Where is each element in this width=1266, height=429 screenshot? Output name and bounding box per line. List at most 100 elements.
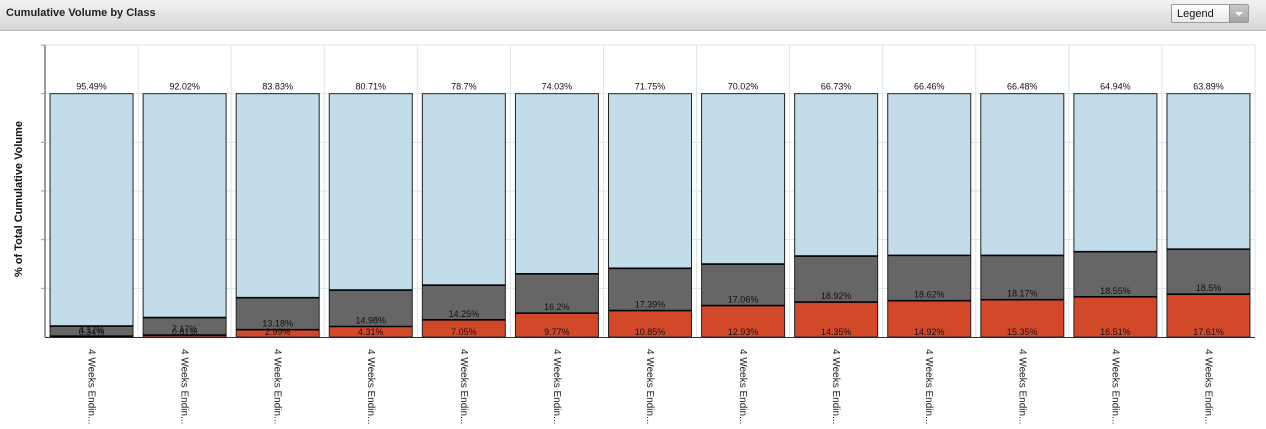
data-label-top: 70.02% <box>728 82 759 92</box>
bar-segment-top <box>236 93 320 298</box>
data-label-bottom: 14.35% <box>821 327 852 337</box>
bar-segment-bottom <box>980 299 1064 337</box>
bar-segment-middle <box>701 264 785 306</box>
data-label-top: 80.71% <box>356 82 387 92</box>
bar-segment-bottom <box>143 335 227 337</box>
data-label-middle: 18.55% <box>1100 286 1131 296</box>
bar-segment-middle <box>980 255 1064 300</box>
x-tick-label: 4 Weeks Endin... <box>644 349 655 424</box>
data-label-bottom: 16.51% <box>1100 327 1131 337</box>
x-tick-label: 4 Weeks Endin... <box>737 349 748 424</box>
data-label-bottom: 4.31% <box>358 327 384 337</box>
bar-segment-bottom <box>515 313 599 337</box>
bar-segment-top <box>887 93 971 256</box>
bar-outline <box>514 93 599 338</box>
legend-dropdown[interactable]: Legend <box>1171 4 1249 23</box>
data-label-bottom: 2.99% <box>265 327 291 337</box>
bar-segment-bottom <box>422 319 506 337</box>
bar-segment-middle <box>329 290 413 327</box>
bar-segment-middle <box>515 273 599 314</box>
x-tick-label: 4 Weeks Endin... <box>1016 349 1027 424</box>
bar-outline <box>887 93 972 338</box>
bar-segment-middle <box>143 317 227 336</box>
bar-segment-top <box>608 93 692 269</box>
bar-segment-bottom <box>1166 294 1250 337</box>
y-axis-title: % of Total Cumulative Volume <box>13 121 25 277</box>
bar-segment-top <box>1073 93 1157 252</box>
bar-segment-bottom <box>608 310 692 337</box>
data-label-middle: 7.17% <box>172 324 198 334</box>
data-label-middle: 18.92% <box>821 291 852 301</box>
bar-segment-bottom <box>1073 296 1157 337</box>
legend-dropdown-label: Legend <box>1177 8 1214 20</box>
bar-segment-middle <box>794 256 878 303</box>
data-label-middle: 13.18% <box>262 319 293 329</box>
panel-title: Cumulative Volume by Class <box>6 7 156 19</box>
bar-segment-top <box>50 93 134 327</box>
bar-segment-top <box>794 93 878 257</box>
bar-segment-middle <box>887 255 971 301</box>
data-label-middle: 16.2% <box>544 302 570 312</box>
bar-outline <box>980 93 1065 338</box>
bar-segment-top <box>515 93 599 274</box>
data-label-top: 83.83% <box>262 82 293 92</box>
data-label-top: 64.94% <box>1100 82 1131 92</box>
data-label-bottom: 15.35% <box>1007 327 1038 337</box>
bar-segment-middle <box>50 326 134 337</box>
bar-segment-top <box>329 93 413 291</box>
x-tick-label: 4 Weeks Endin... <box>1109 349 1120 424</box>
data-label-bottom: 7.05% <box>451 327 477 337</box>
x-tick-label: 4 Weeks Endin... <box>830 349 841 424</box>
bar-segment-middle <box>422 285 506 320</box>
data-label-middle: 4.17% <box>79 325 105 335</box>
bar-outline <box>608 93 692 338</box>
data-label-top: 66.46% <box>914 82 945 92</box>
data-label-bottom: 0.81% <box>172 327 198 337</box>
data-label-top: 78.7% <box>451 82 477 92</box>
data-label-middle: 18.62% <box>914 290 945 300</box>
bar-segment-top <box>1166 93 1250 250</box>
data-label-middle: 14.98% <box>356 316 387 326</box>
chevron-down-icon[interactable] <box>1229 5 1248 22</box>
bar-outline <box>1073 93 1158 338</box>
bar-segment-middle <box>236 297 320 330</box>
data-label-bottom: 9.77% <box>544 327 570 337</box>
x-tick-label: 4 Weeks Endin... <box>551 349 562 424</box>
bar-segment-bottom <box>329 326 413 337</box>
panel-header: Cumulative Volume by Class Legend <box>0 0 1266 31</box>
x-tick-label: 4 Weeks Endin... <box>179 349 190 424</box>
bar-outline <box>328 93 413 338</box>
data-label-middle: 17.06% <box>728 295 759 305</box>
data-label-top: 63.89% <box>1193 82 1224 92</box>
bar-segment-middle <box>1073 251 1157 297</box>
data-label-top: 71.75% <box>635 82 666 92</box>
data-label-bottom: 12.93% <box>728 327 759 337</box>
bar-segment-bottom <box>701 305 785 337</box>
data-label-middle: 18.5% <box>1196 283 1222 293</box>
bar-segment-top <box>422 93 506 286</box>
data-label-bottom: 14.92% <box>914 327 945 337</box>
bar-outline <box>1166 93 1251 338</box>
data-label-middle: 17.39% <box>635 300 666 310</box>
data-label-top: 74.03% <box>542 82 573 92</box>
data-label-top: 66.48% <box>1007 82 1038 92</box>
x-tick-label: 4 Weeks Endin... <box>1202 349 1213 424</box>
x-tick-label: 4 Weeks Endin... <box>365 349 376 424</box>
bar-segment-top <box>701 93 785 265</box>
bar-outline <box>421 93 506 338</box>
bar-segment-bottom <box>887 300 971 337</box>
x-tick-label: 4 Weeks Endin... <box>272 349 283 424</box>
x-tick-label: 4 Weeks Endin... <box>458 349 469 424</box>
data-label-top: 95.49% <box>76 82 107 92</box>
data-label-top: 66.73% <box>821 82 852 92</box>
bar-segment-top <box>143 93 227 318</box>
data-label-bottom: 10.85% <box>635 327 666 337</box>
bar-outline <box>49 93 134 338</box>
stacked-bar-chart: % of Total Cumulative Volume 0.34%4.17% 95… <box>13 44 1256 424</box>
bar-outline <box>142 93 227 338</box>
bar-segment-bottom <box>794 302 878 337</box>
bar-segment-bottom <box>236 329 320 337</box>
bar-segment-top <box>980 93 1064 256</box>
data-label-middle: 18.17% <box>1007 289 1038 299</box>
bar-outline <box>794 93 879 338</box>
